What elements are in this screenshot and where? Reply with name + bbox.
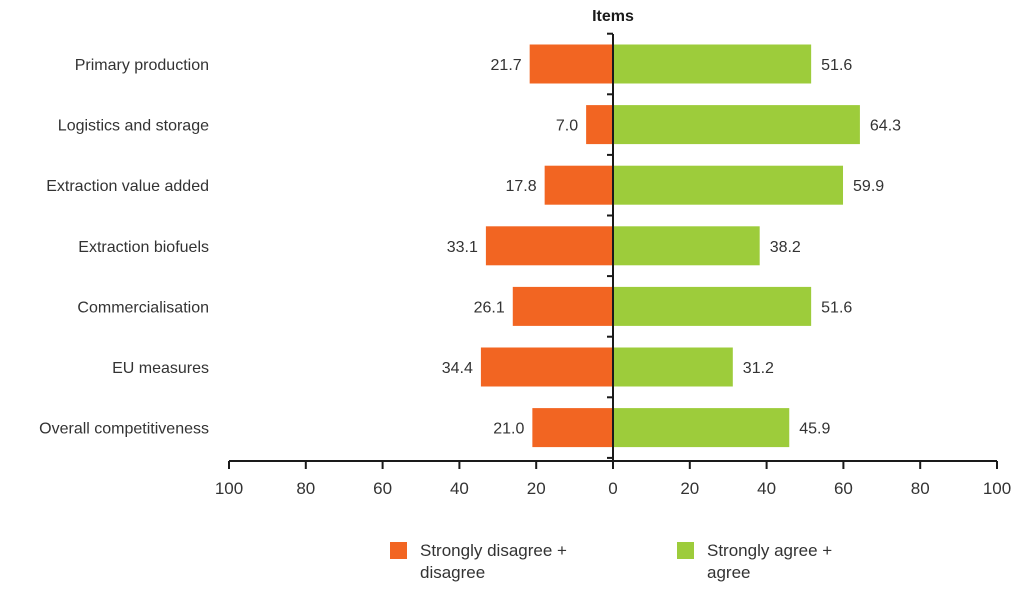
value-label-disagree-primary-production: 21.7	[491, 57, 522, 74]
legend-swatch-agree	[677, 542, 694, 559]
value-label-agree-extraction-biofuels: 38.2	[770, 239, 801, 256]
value-label-disagree-extraction-value-added: 17.8	[506, 178, 537, 195]
x-tick-label: 80	[296, 479, 315, 498]
bar-agree-extraction-biofuels	[613, 226, 760, 266]
legend-label-disagree-line1: Strongly disagree +	[420, 541, 567, 560]
value-label-disagree-logistics-and-storage: 7.0	[556, 118, 578, 135]
value-label-agree-extraction-value-added: 59.9	[853, 178, 884, 195]
category-label-overall-competitiveness: Overall competitiveness	[39, 421, 209, 438]
category-label-logistics-and-storage: Logistics and storage	[58, 118, 209, 135]
legend-item-agree: Strongly agree + agree	[677, 540, 887, 584]
bar-agree-extraction-value-added	[613, 165, 844, 205]
x-tick-label: 20	[680, 479, 699, 498]
x-tick-label: 100	[215, 479, 243, 498]
x-tick-label: 80	[911, 479, 930, 498]
value-label-agree-overall-competitiveness: 45.9	[799, 421, 830, 438]
legend-label-disagree: Strongly disagree + disagree	[420, 540, 600, 584]
bar-disagree-logistics-and-storage	[586, 105, 613, 145]
legend-label-disagree-line2: disagree	[420, 563, 486, 582]
bar-agree-eu-measures	[613, 347, 733, 387]
bar-agree-logistics-and-storage	[613, 105, 860, 145]
category-label-extraction-biofuels: Extraction biofuels	[78, 239, 209, 256]
x-tick-label: 40	[757, 479, 776, 498]
x-tick-label: 100	[983, 479, 1011, 498]
bar-disagree-commercialisation	[512, 286, 613, 326]
value-label-disagree-extraction-biofuels: 33.1	[447, 239, 478, 256]
bar-disagree-primary-production	[529, 44, 613, 84]
bar-agree-overall-competitiveness	[613, 408, 790, 448]
value-label-disagree-commercialisation: 26.1	[474, 299, 505, 316]
category-label-commercialisation: Commercialisation	[77, 299, 209, 316]
x-tick-label: 60	[373, 479, 392, 498]
category-label-eu-measures: EU measures	[112, 360, 209, 377]
category-label-primary-production: Primary production	[75, 57, 209, 74]
bar-disagree-overall-competitiveness	[532, 408, 613, 448]
x-tick-label: 0	[608, 479, 617, 498]
bar-disagree-eu-measures	[480, 347, 613, 387]
chart-title: Items	[592, 8, 634, 25]
bar-disagree-extraction-biofuels	[485, 226, 613, 266]
value-label-disagree-overall-competitiveness: 21.0	[493, 421, 524, 438]
x-tick-label: 40	[450, 479, 469, 498]
legend-label-agree-line1: Strongly agree +	[707, 541, 833, 560]
bar-disagree-extraction-value-added	[544, 165, 613, 205]
bar-agree-primary-production	[613, 44, 812, 84]
legend: Strongly disagree + disagree Strongly ag…	[0, 540, 1025, 592]
legend-label-agree: Strongly agree + agree	[707, 540, 887, 584]
legend-item-disagree: Strongly disagree + disagree	[390, 540, 600, 584]
value-label-agree-eu-measures: 31.2	[743, 360, 774, 377]
legend-label-agree-line2: agree	[707, 563, 751, 582]
value-label-agree-logistics-and-storage: 64.3	[870, 118, 901, 135]
value-label-agree-primary-production: 51.6	[821, 57, 852, 74]
bar-agree-commercialisation	[613, 286, 812, 326]
legend-swatch-disagree	[390, 542, 407, 559]
x-tick-label: 20	[527, 479, 546, 498]
category-label-extraction-value-added: Extraction value added	[46, 178, 209, 195]
value-label-disagree-eu-measures: 34.4	[442, 360, 473, 377]
value-label-agree-commercialisation: 51.6	[821, 299, 852, 316]
x-tick-label: 60	[834, 479, 853, 498]
